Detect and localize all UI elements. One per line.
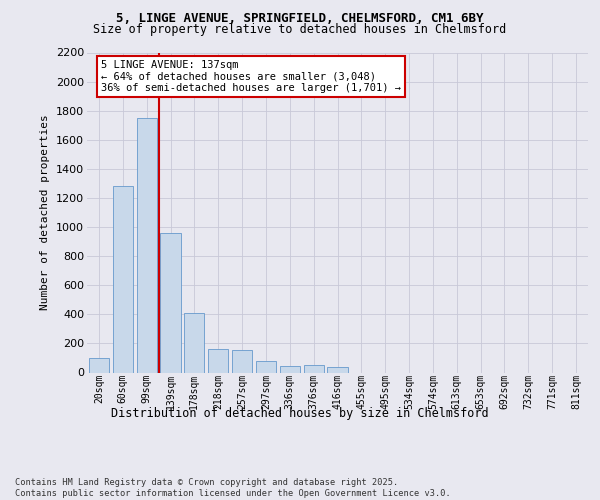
Text: Size of property relative to detached houses in Chelmsford: Size of property relative to detached ho… [94,22,506,36]
Bar [160,233,181,372]
Text: 5 LINGE AVENUE: 137sqm
← 64% of detached houses are smaller (3,048)
36% of semi-: 5 LINGE AVENUE: 137sqm ← 64% of detached… [101,60,401,93]
Bar [256,361,276,372]
Bar [328,366,347,372]
Bar [304,364,324,372]
Bar [208,348,229,372]
Bar [232,350,252,372]
Bar [184,313,205,372]
Text: 5, LINGE AVENUE, SPRINGFIELD, CHELMSFORD, CM1 6BY: 5, LINGE AVENUE, SPRINGFIELD, CHELMSFORD… [116,12,484,26]
Bar [113,186,133,372]
Text: Distribution of detached houses by size in Chelmsford: Distribution of detached houses by size … [111,408,489,420]
Bar [280,366,300,372]
Bar [137,118,157,372]
Bar [89,358,109,372]
Text: Contains HM Land Registry data © Crown copyright and database right 2025.
Contai: Contains HM Land Registry data © Crown c… [15,478,451,498]
Y-axis label: Number of detached properties: Number of detached properties [40,114,50,310]
